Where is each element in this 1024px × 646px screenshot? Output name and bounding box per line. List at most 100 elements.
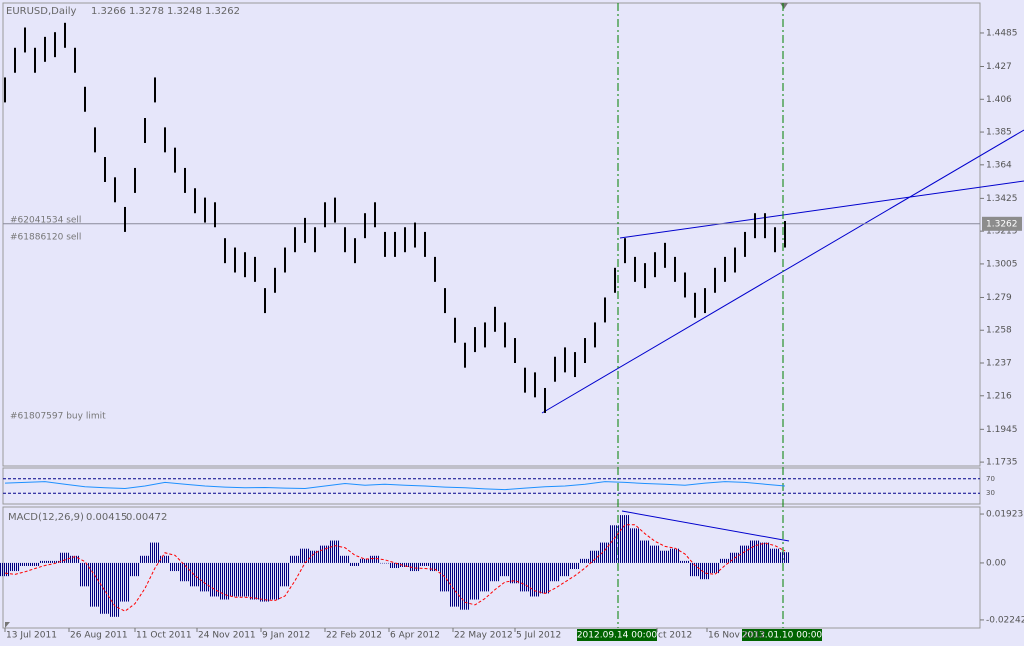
indicator-title: MACD(12,26,9)	[8, 512, 84, 523]
y-tick-label: 1.4485	[986, 28, 1018, 38]
x-tick-label: 22 Feb 2012	[326, 631, 382, 641]
x-tick-label: 22 May 2012	[454, 631, 513, 641]
macd-bar	[310, 550, 320, 563]
y-tick-label: 0.00	[986, 558, 1006, 568]
date-box	[577, 629, 657, 641]
macd-bar	[550, 562, 560, 582]
marker	[780, 3, 788, 9]
macd-bar	[500, 562, 510, 577]
y-tick-label: 1.1945	[986, 425, 1018, 435]
price-pane	[2, 2, 981, 467]
header-value: 1.3248	[167, 6, 202, 17]
macd-bar	[480, 562, 490, 592]
macd-bar	[450, 562, 460, 607]
macd-bar	[700, 562, 710, 580]
macd-bar	[370, 555, 380, 563]
x-tick-label: 26 Aug 2011	[70, 631, 128, 641]
header-value: 1.3262	[205, 6, 240, 17]
macd-bar	[260, 562, 270, 602]
y-tick-label: 1.279	[986, 293, 1012, 303]
macd-bar	[410, 562, 420, 572]
macd-bar	[570, 562, 580, 570]
x-tick-label: 11 Oct 2011	[136, 631, 192, 641]
macd-bar	[160, 555, 170, 563]
macd-bar	[250, 562, 260, 600]
macd-bar	[670, 548, 680, 563]
macd-bar	[560, 562, 570, 577]
macd-bar	[490, 562, 500, 582]
macd-bar	[40, 560, 50, 563]
macd-bar	[600, 542, 610, 563]
macd-bar	[510, 562, 520, 584]
macd-bar	[690, 562, 700, 577]
x-tick-label: 13 Jul 2011	[6, 631, 57, 641]
trendline	[621, 510, 790, 542]
rsi-pane	[2, 467, 981, 505]
macd-bar	[240, 562, 250, 597]
macd-bar	[350, 562, 360, 566]
macd-bar	[420, 562, 430, 566]
macd-bar	[400, 562, 410, 567]
order-label: #61807597 buy limit	[10, 412, 106, 422]
y-tick-label: 1.364	[986, 160, 1012, 170]
macd-bar	[10, 562, 20, 572]
macd-bar	[770, 548, 780, 563]
macd-bar	[190, 562, 200, 587]
macd-bar	[80, 562, 90, 587]
macd-bar	[780, 552, 790, 563]
macd-bar	[280, 562, 290, 587]
y-tick-label: 1.1735	[986, 458, 1018, 468]
y-tick-label: 1.3215	[986, 227, 1018, 237]
y-tick-label: 1.3005	[986, 259, 1018, 269]
y-tick-label: 1.237	[986, 359, 1012, 369]
macd-bar	[100, 562, 110, 614]
macd-bar	[150, 542, 160, 563]
macd-bar	[640, 540, 650, 563]
y-tick-label: 0.01923	[986, 510, 1023, 520]
y-tick-label: 1.406	[986, 95, 1012, 105]
macd-bar	[540, 562, 550, 594]
macd-bar	[220, 562, 230, 600]
x-tick-label: 6 Apr 2012	[390, 631, 440, 641]
marker	[5, 622, 10, 628]
macd-bar	[760, 542, 770, 563]
macd-bar	[610, 525, 620, 563]
macd-bar	[270, 562, 280, 600]
date-label: 2013.01.10 00:00	[742, 631, 823, 641]
macd-bar	[180, 562, 190, 582]
macd-bar	[580, 558, 590, 563]
macd-bar	[360, 558, 370, 563]
header-value: 1.3266	[91, 6, 126, 17]
macd-bar	[460, 562, 470, 610]
chart-title: EURUSD,Daily	[6, 6, 77, 17]
macd-bar	[110, 562, 120, 617]
macd-bar	[430, 562, 440, 572]
macd-bar	[30, 562, 40, 566]
macd-bar	[140, 555, 150, 563]
macd-bar	[330, 540, 340, 563]
macd-bar	[0, 562, 10, 577]
order-label: #61886120 sell	[10, 233, 81, 243]
macd-bar	[680, 560, 690, 563]
order-label: #62041534 sell	[10, 216, 81, 226]
macd-bar	[120, 562, 130, 602]
header-value: 1.3278	[129, 6, 164, 17]
current-price: 1.3262	[986, 219, 1018, 229]
macd-bar	[170, 562, 180, 572]
macd-bar	[210, 562, 220, 597]
macd-bar	[340, 555, 350, 563]
macd-bar	[590, 550, 600, 563]
macd-bar	[20, 562, 30, 566]
macd-bar	[720, 558, 730, 563]
macd-bar	[90, 562, 100, 607]
macd-bar	[60, 552, 70, 563]
macd-bar	[650, 545, 660, 563]
macd-bar	[390, 562, 400, 569]
macd-bar	[470, 562, 480, 600]
indicator-value: 0.00472	[126, 512, 167, 523]
macd-bar	[620, 515, 630, 563]
macd-bar	[380, 562, 390, 564]
macd-bar	[290, 555, 300, 563]
